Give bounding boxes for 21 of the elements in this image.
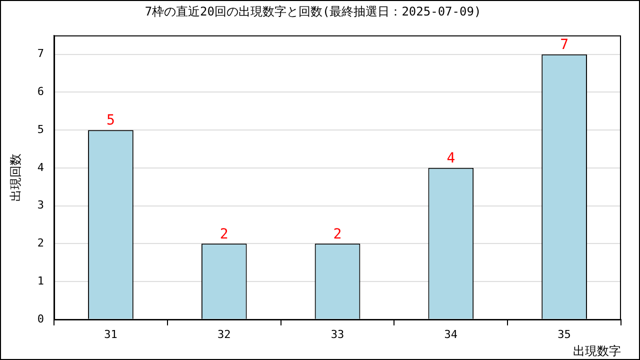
y-tick-label: 7 bbox=[37, 47, 44, 60]
data-label: 7 bbox=[560, 36, 569, 53]
data-label: 4 bbox=[446, 150, 456, 167]
y-tick-label: 5 bbox=[37, 122, 44, 136]
x-tick-label: 34 bbox=[444, 328, 458, 341]
x-tick-label: 33 bbox=[330, 328, 344, 341]
y-tick-label: 0 bbox=[37, 312, 44, 326]
y-tick-label: 1 bbox=[37, 274, 44, 288]
x-tick-label: 35 bbox=[558, 328, 571, 341]
y-tick-label: 6 bbox=[37, 85, 44, 98]
data-label: 2 bbox=[220, 226, 228, 242]
x-tick-label: 32 bbox=[217, 328, 231, 341]
y-axis-title: 出現回数 bbox=[8, 153, 22, 202]
chart-title: 7枠の直近20回の出現数字と回数(最終抽選日：2025-07-09) bbox=[144, 4, 482, 18]
y-tick-label: 3 bbox=[37, 198, 44, 212]
x-axis-title: 出現数字 bbox=[573, 344, 621, 358]
data-label: 2 bbox=[333, 226, 342, 242]
y-tick-label: 2 bbox=[37, 236, 44, 250]
x-tick-label: 31 bbox=[104, 328, 118, 341]
data-label: 5 bbox=[106, 112, 115, 129]
y-tick-label: 4 bbox=[37, 160, 44, 174]
